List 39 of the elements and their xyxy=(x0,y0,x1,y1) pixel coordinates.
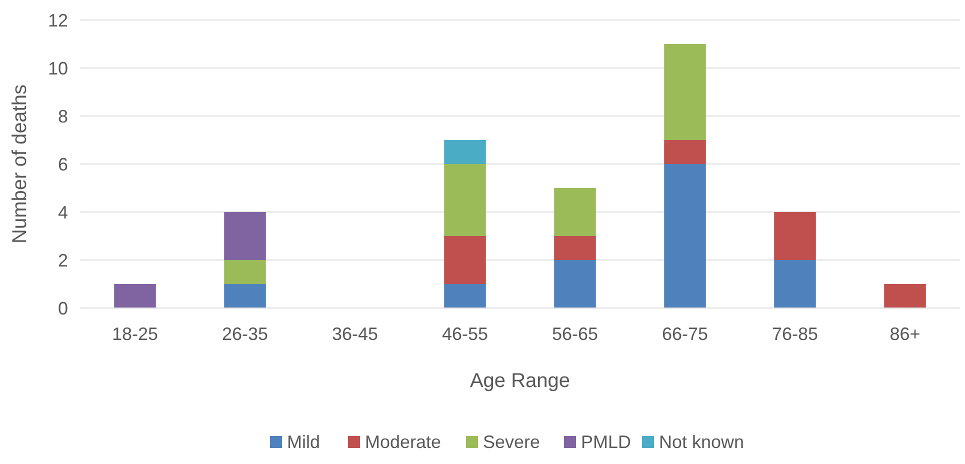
bar xyxy=(114,284,156,308)
y-tick-label: 6 xyxy=(58,154,68,174)
x-tick-label: 86+ xyxy=(890,324,920,344)
x-tick-label: 46-55 xyxy=(442,324,488,344)
bar xyxy=(444,140,486,164)
bar xyxy=(444,284,486,308)
bar xyxy=(774,212,816,260)
y-tick-label: 12 xyxy=(48,10,68,30)
legend-label: Severe xyxy=(483,432,540,452)
bar xyxy=(664,44,706,140)
y-tick-label: 0 xyxy=(58,298,68,318)
legend-label: Mild xyxy=(287,432,320,452)
x-tick-label: 76-85 xyxy=(772,324,818,344)
legend-label: PMLD xyxy=(581,432,632,452)
bar xyxy=(444,164,486,236)
bar xyxy=(884,284,926,308)
bar xyxy=(664,140,706,164)
x-tick-label: 18-25 xyxy=(112,324,158,344)
legend-label: Moderate xyxy=(365,432,442,452)
bar xyxy=(664,164,706,308)
y-tick-label: 10 xyxy=(48,58,68,78)
y-tick-label: 2 xyxy=(58,250,68,270)
bar xyxy=(554,260,596,308)
bar xyxy=(224,260,266,284)
x-tick-label: 26-35 xyxy=(222,324,268,344)
legend-label: Not known xyxy=(659,432,744,452)
y-tick-label: 4 xyxy=(58,202,68,222)
bar xyxy=(224,284,266,308)
x-tick-label: 36-45 xyxy=(332,324,378,344)
bar xyxy=(444,236,486,284)
x-tick-label: 56-65 xyxy=(552,324,598,344)
bar xyxy=(554,188,596,236)
x-tick-label: 66-75 xyxy=(662,324,708,344)
y-axis-title: Number of deaths xyxy=(9,84,31,244)
bar xyxy=(774,260,816,308)
bar xyxy=(554,236,596,260)
y-tick-label: 8 xyxy=(58,106,68,126)
bar xyxy=(224,212,266,260)
x-axis-title: Age Range xyxy=(470,370,570,392)
